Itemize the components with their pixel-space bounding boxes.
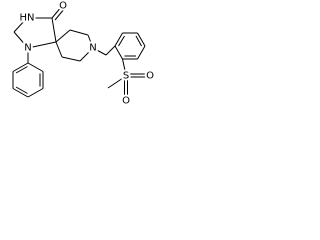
bond (13, 17, 28, 33)
bond (12, 62, 29, 72)
bond (54, 7, 66, 21)
bond (135, 35, 142, 47)
bond (122, 58, 127, 76)
bond (114, 32, 123, 47)
bond (137, 45, 146, 60)
atom-label: S (123, 71, 129, 82)
bond (55, 29, 71, 43)
bond (87, 34, 94, 49)
bond (51, 17, 57, 43)
bond (69, 29, 89, 36)
bond (27, 88, 44, 98)
bond (114, 45, 123, 60)
bond (51, 5, 63, 19)
bond (15, 86, 28, 94)
bond (118, 35, 125, 47)
bond (55, 41, 63, 58)
bond (105, 45, 116, 56)
atom-label: O (122, 96, 130, 107)
atom-label: N (89, 43, 96, 54)
bond (61, 56, 81, 62)
bond (137, 32, 146, 47)
bond (12, 88, 29, 98)
atom-label: O (146, 71, 154, 82)
bond (27, 41, 57, 49)
bond (13, 31, 29, 49)
atom-label: HN (20, 13, 35, 24)
bond (79, 47, 94, 62)
bond (15, 66, 28, 74)
molecule-diagram: HN O N N S O O (12, 0, 156, 109)
bond (27, 62, 44, 72)
bond (92, 47, 107, 56)
bonds (12, 5, 148, 98)
bond (107, 75, 127, 89)
atom-label: O (59, 1, 67, 12)
atom-label: N (24, 43, 31, 54)
